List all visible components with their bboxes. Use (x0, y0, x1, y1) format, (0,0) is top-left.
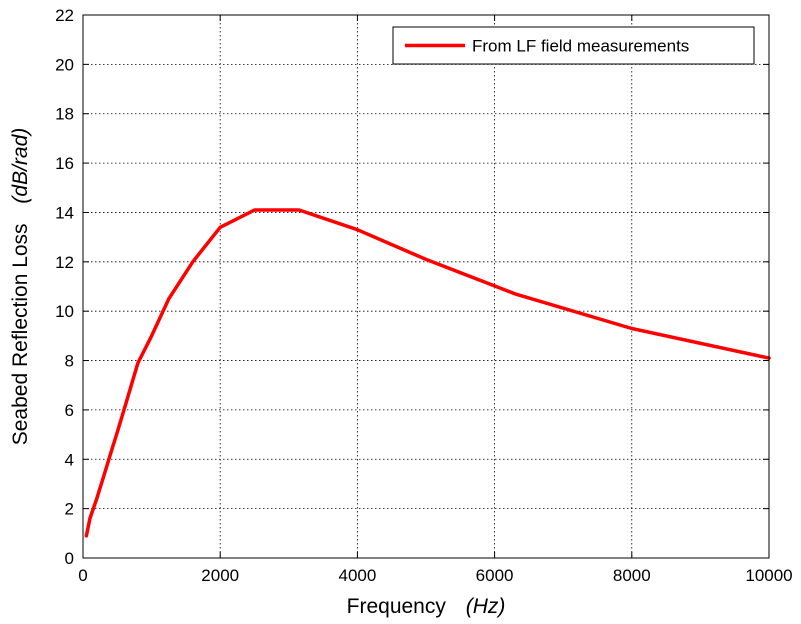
y-tick-label: 6 (65, 401, 74, 420)
y-tick-label: 20 (55, 55, 74, 74)
x-tick-label: 2000 (201, 566, 239, 585)
y-tick-label: 12 (55, 253, 74, 272)
y-tick-label: 22 (55, 6, 74, 25)
y-tick-label: 16 (55, 154, 74, 173)
y-tick-label: 18 (55, 105, 74, 124)
x-axis: 0 2000 4000 6000 8000 10000 (78, 15, 793, 585)
x-axis-label: Frequency (Hz) (347, 595, 506, 618)
x-tick-label: 8000 (613, 566, 651, 585)
series-line (84, 208, 771, 538)
x-tick-label: 10000 (745, 566, 792, 585)
y-tick-label: 0 (65, 549, 74, 568)
y-axis-label-text: Seabed Reflection Loss (9, 223, 32, 445)
x-axis-unit: (Hz) (466, 595, 506, 618)
x-tick-label: 4000 (338, 566, 376, 585)
legend: From LF field measurements (392, 26, 755, 65)
x-tick-label: 0 (78, 566, 87, 585)
x-tick-label: 6000 (476, 566, 514, 585)
y-axis-unit: (dB/rad) (9, 128, 32, 204)
grid (83, 15, 769, 558)
y-tick-label: 4 (65, 450, 74, 469)
legend-entry: From LF field measurements (472, 37, 689, 56)
y-axis: 0 2 4 6 8 10 12 14 16 18 20 22 (55, 6, 769, 568)
y-axis-label: Seabed Reflection Loss (dB/rad) (9, 128, 32, 446)
y-tick-label: 2 (65, 500, 74, 519)
y-tick-label: 10 (55, 302, 74, 321)
y-tick-label: 14 (55, 203, 74, 222)
series-layer (84, 208, 771, 538)
plot-frame (82, 14, 770, 559)
x-axis-label-text: Frequency (347, 595, 447, 618)
y-tick-label: 8 (65, 352, 74, 371)
